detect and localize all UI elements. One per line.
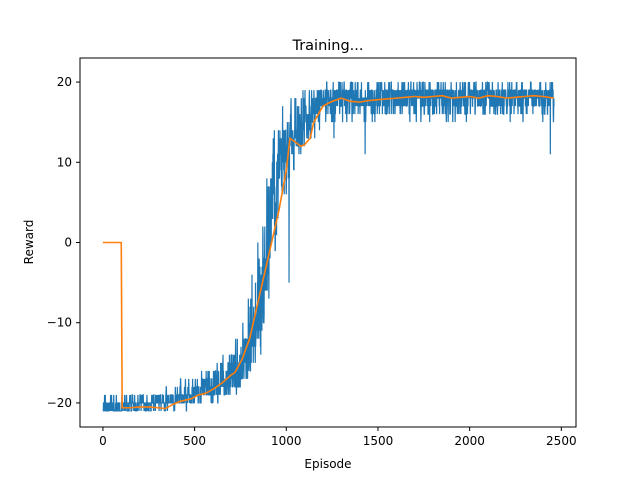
x-tick-label: 1500 [363, 434, 394, 448]
x-tick-label: 500 [183, 434, 206, 448]
y-tick-label: −20 [47, 396, 72, 410]
episode-reward-line [102, 81, 555, 412]
moving-average-series [102, 94, 555, 410]
y-tick-label: 20 [57, 75, 72, 89]
x-tick-label: 2000 [454, 434, 485, 448]
moving-average-line [102, 94, 555, 410]
x-tick-label: 1000 [271, 434, 302, 448]
x-axis-ticks: 0 500 1000 1500 2000 2500 [99, 427, 577, 448]
x-tick-label: 2500 [546, 434, 577, 448]
episode-reward-series [102, 81, 555, 412]
plot-area [102, 81, 555, 412]
y-tick-label: 0 [64, 236, 72, 250]
x-axis-label: Episode [304, 457, 351, 471]
y-axis-label: Reward [22, 220, 36, 265]
chart-title: Training... [291, 38, 363, 54]
x-tick-label: 0 [99, 434, 107, 448]
y-axis-ticks: −20 −10 0 10 20 [47, 75, 80, 410]
y-tick-label: −10 [47, 316, 72, 330]
y-tick-label: 10 [57, 155, 72, 169]
